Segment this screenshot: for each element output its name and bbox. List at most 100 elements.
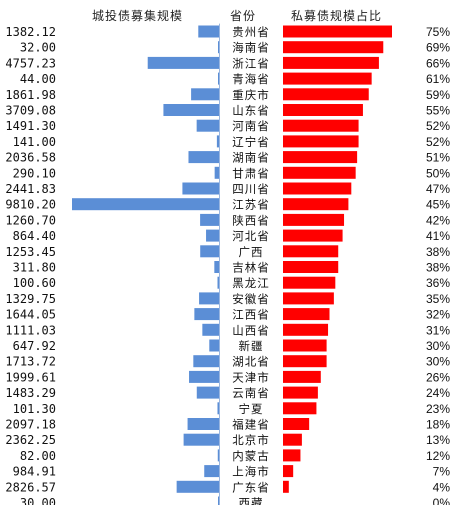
province-label: 湖北省 (232, 355, 270, 369)
volume-label: 1260.70 (5, 213, 56, 227)
volume-label: 100.60 (13, 276, 56, 290)
volume-bar (187, 418, 219, 430)
volume-label: 1861.98 (5, 88, 56, 102)
province-label: 甘肃省 (232, 166, 270, 180)
volume-label: 4757.23 (5, 56, 56, 70)
share-bar (283, 276, 336, 289)
volume-label: 1382.12 (5, 25, 56, 39)
volume-label: 2826.57 (5, 480, 56, 494)
province-label: 黑龙江 (232, 276, 270, 290)
volume-bar (217, 276, 219, 289)
volume-label: 1999.61 (5, 370, 56, 384)
share-bar (283, 245, 339, 258)
province-label: 安徽省 (232, 292, 270, 306)
province-label: 西藏 (239, 496, 264, 505)
share-bar (283, 292, 334, 305)
volume-bar (218, 72, 219, 85)
province-label: 青海省 (232, 72, 270, 86)
volume-bar (218, 41, 219, 54)
middle-column-header: 省份 (230, 9, 257, 23)
share-bar (283, 182, 352, 195)
volume-label: 1111.03 (5, 323, 56, 337)
province-label: 江苏省 (232, 198, 270, 212)
share-label: 32% (426, 308, 450, 322)
province-label: 山西省 (232, 323, 270, 337)
province-label: 宁夏 (239, 402, 264, 416)
share-label: 13% (426, 433, 450, 447)
share-label: 41% (426, 229, 450, 243)
volume-bar (147, 56, 219, 69)
volume-bar (194, 308, 219, 321)
share-label: 30% (426, 355, 450, 369)
volume-bar (214, 261, 219, 273)
volume-bar (202, 323, 219, 336)
province-label: 山东省 (232, 104, 270, 118)
share-bar (283, 355, 327, 368)
share-bar (283, 418, 310, 430)
share-bar (283, 41, 384, 54)
share-label: 24% (426, 386, 450, 400)
volume-label: 3709.08 (5, 104, 56, 118)
share-label: 55% (426, 104, 450, 118)
volume-label: 2441.83 (5, 182, 56, 196)
volume-label: 30.00 (20, 496, 56, 505)
left-column-header: 城投债募集规模 (92, 9, 184, 23)
province-label: 新疆 (239, 339, 264, 353)
province-label: 江西省 (232, 308, 270, 322)
province-label: 福建省 (232, 418, 270, 432)
volume-label: 2097.18 (5, 418, 56, 432)
province-label: 湖南省 (232, 151, 270, 165)
province-label: 广东省 (232, 480, 270, 494)
share-label: 36% (426, 276, 450, 290)
share-label: 75% (426, 25, 450, 39)
province-label: 贵州省 (232, 25, 270, 39)
volume-label: 2362.25 (5, 433, 56, 447)
volume-bar (193, 355, 219, 368)
province-label: 海南省 (232, 41, 270, 55)
volume-label: 2036.58 (5, 151, 56, 165)
province-label: 陕西省 (232, 213, 270, 227)
share-bar (283, 213, 345, 226)
volume-label: 1329.75 (5, 292, 56, 306)
volume-label: 82.00 (20, 449, 56, 463)
share-bar (283, 465, 294, 478)
province-label: 上海市 (232, 465, 270, 479)
share-label: 23% (426, 402, 450, 416)
volume-bar (198, 25, 219, 38)
volume-label: 311.80 (13, 261, 56, 275)
right-column-header: 私募债规模占比 (291, 9, 383, 23)
share-label: 38% (426, 245, 450, 259)
volume-bar (218, 496, 219, 505)
share-label: 7% (433, 465, 451, 479)
volume-label: 1491.30 (5, 119, 56, 133)
share-bar (283, 135, 359, 148)
share-label: 59% (426, 88, 450, 102)
volume-bar (200, 245, 219, 258)
share-bar (283, 449, 301, 462)
share-bar (283, 433, 302, 446)
share-bar (283, 151, 358, 164)
volume-bar (214, 166, 219, 179)
volume-bar (196, 386, 219, 399)
volume-bar (199, 292, 219, 305)
share-bar (283, 166, 356, 179)
volume-bar (163, 104, 219, 116)
share-bar (283, 104, 363, 116)
volume-label: 141.00 (13, 135, 56, 149)
share-label: 4% (433, 480, 451, 494)
volume-bar (217, 402, 219, 415)
share-bar (283, 402, 317, 415)
share-bar (283, 261, 339, 273)
volume-label: 864.40 (13, 229, 56, 243)
province-label: 浙江省 (232, 56, 270, 70)
share-bar (283, 229, 343, 242)
volume-label: 44.00 (20, 72, 56, 86)
volume-label: 647.92 (13, 339, 56, 353)
share-label: 12% (426, 449, 450, 463)
volume-bar (191, 88, 219, 101)
province-label: 河南省 (232, 119, 270, 133)
share-bar (283, 88, 369, 101)
volume-label: 1253.45 (5, 245, 56, 259)
volume-bar (182, 182, 219, 195)
volume-label: 1713.72 (5, 355, 56, 369)
